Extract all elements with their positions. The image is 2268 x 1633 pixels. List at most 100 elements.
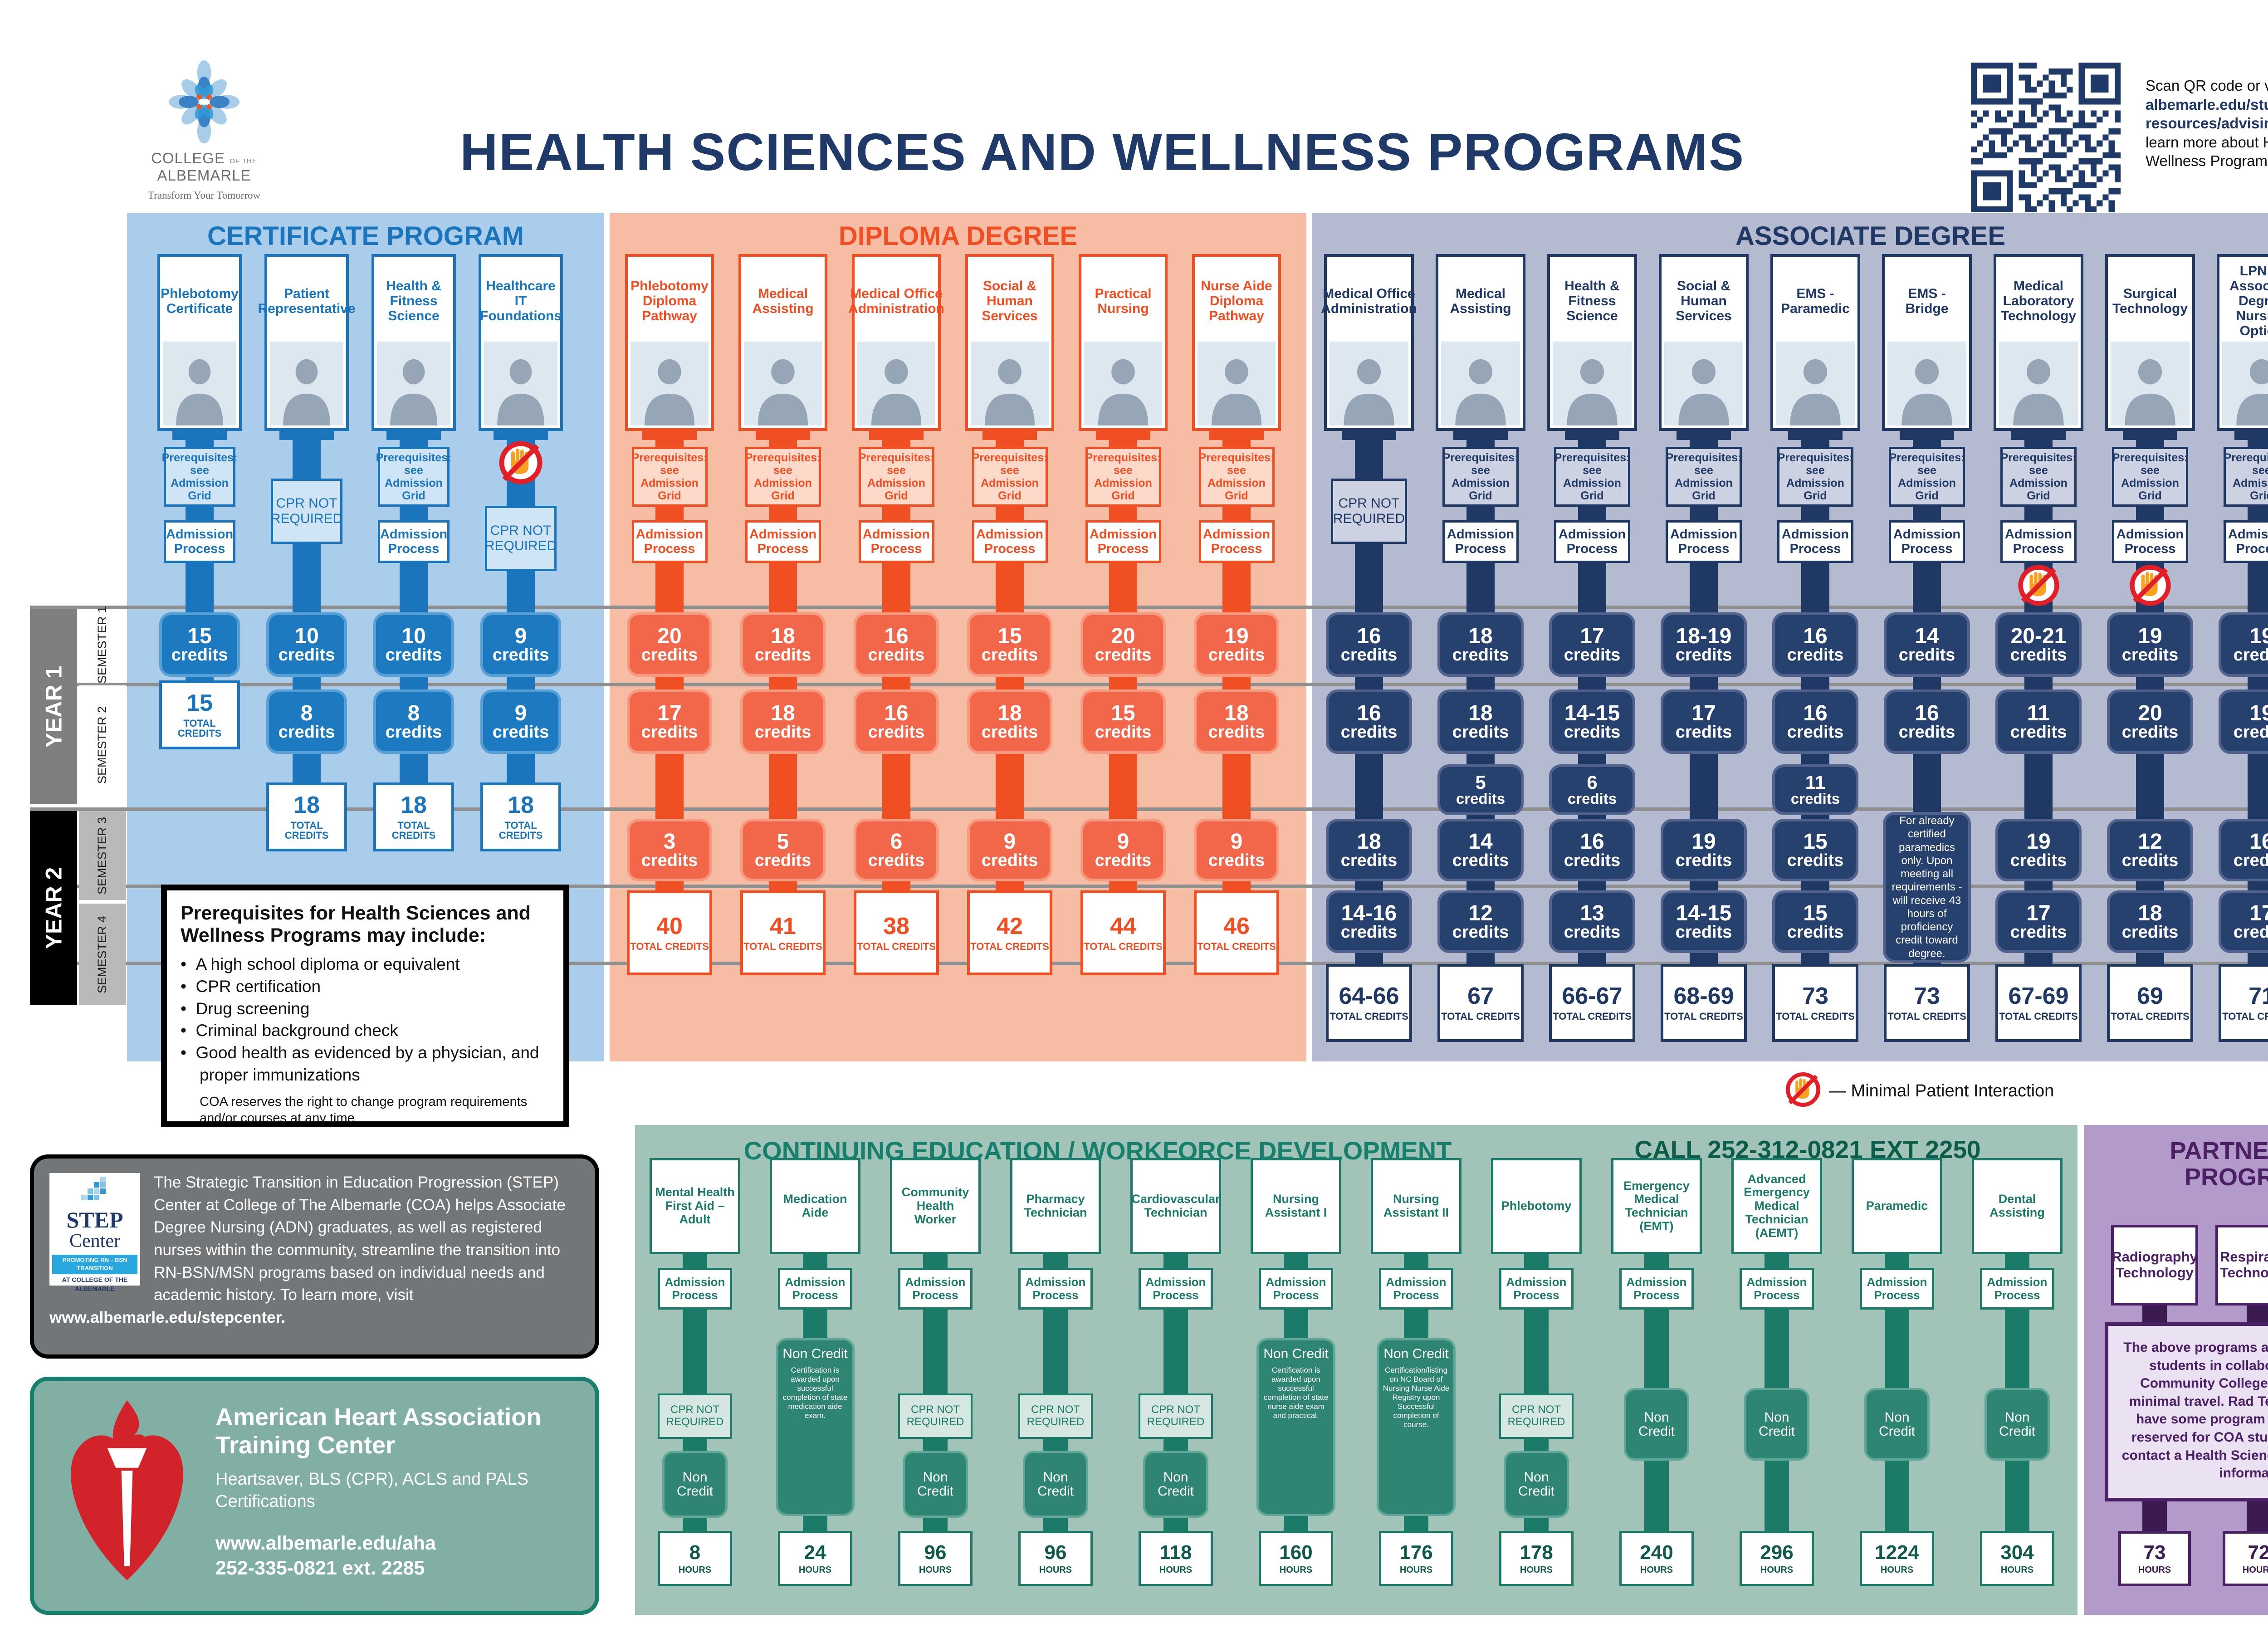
hours-box: 24 HOURS	[778, 1531, 852, 1586]
program-card: Medication Aide	[770, 1158, 860, 1254]
total-credits-box: 73 TOTAL CREDITS	[1772, 964, 1858, 1042]
program-name: LPN to Associate Degree Nursing Option	[2229, 264, 2268, 338]
program-card: Nursing Assistant I	[1251, 1158, 1341, 1254]
credit-box-semester-2: 11 credits	[1995, 689, 2082, 754]
hours-box: 296 HOURS	[1740, 1531, 1814, 1586]
prerequisites-bullet: Criminal background check	[181, 1020, 550, 1042]
cpr-not-required-box: CPR NOT REQUIRED	[658, 1393, 732, 1439]
credit-box-semester-4: 13 credits	[1549, 890, 1635, 953]
step-center-logo: STEP Center PROMOTING RN→BSN TRANSITION …	[49, 1173, 140, 1292]
prerequisites-note-footnote: COA reserves the right to change program…	[200, 1094, 528, 1126]
credit-box-semester-3: 5 credits	[740, 819, 826, 881]
non-credit-note-box: Non Credit Certification is awarded upon …	[1256, 1338, 1335, 1516]
program-card: Surgical Technology	[2105, 254, 2195, 431]
program-card: Emergency Medical Technician (EMT)	[1611, 1158, 1702, 1254]
credit-box-semester-2: 17 credits	[627, 689, 712, 754]
program-card: Practical Nursing	[1079, 254, 1168, 431]
credit-box-semester-2: 16 credits	[1884, 689, 1970, 754]
credit-box-semester-2: 20 credits	[2107, 689, 2193, 754]
credit-box-semester-2: 17 credits	[1661, 689, 1747, 754]
year-2-label: YEAR 2	[30, 811, 77, 1005]
credit-box-semester-2: 16 credits	[1772, 689, 1858, 754]
program-card: Phlebotomy Diploma Pathway	[625, 254, 714, 431]
credit-box-semester-1: 15 credits	[967, 612, 1052, 677]
credit-box-semester-2: 8 credits	[266, 689, 347, 754]
hours-box: 304 HOURS	[1980, 1531, 2054, 1586]
total-credits-box: 67-69 TOTAL CREDITS	[1995, 964, 2082, 1042]
total-credits-box: 46 TOTAL CREDITS	[1194, 890, 1279, 975]
total-credits-box: 67 TOTAL CREDITS	[1437, 964, 1524, 1042]
year-1-label: YEAR 1	[30, 609, 77, 804]
total-credits-box: 66-67 TOTAL CREDITS	[1549, 964, 1635, 1042]
program-photo	[1330, 342, 1408, 425]
grid-line	[30, 606, 2268, 609]
page-title: HEALTH SCIENCES AND WELLNESS PROGRAMS	[459, 122, 1745, 181]
non-credit-box: Non Credit	[1984, 1388, 2050, 1461]
credit-box-summer: 5 credits	[1437, 764, 1524, 815]
credit-box-summer: 11 credits	[1772, 764, 1858, 815]
non-credit-box: Non Credit	[1023, 1451, 1088, 1518]
credit-box-semester-2: 16 credits	[854, 689, 939, 754]
cpr-not-required-box: CPR NOT REQUIRED	[1018, 1393, 1093, 1439]
credit-box-semester-3: 12 credits	[2107, 819, 2193, 881]
prerequisites-bullet: A high school diploma or equivalent	[181, 953, 550, 976]
semester-3-label: SEMESTER 3	[79, 811, 126, 900]
hours-box: 178 HOURS	[1499, 1531, 1574, 1586]
program-name: EMS - Bridge	[1905, 286, 1949, 316]
program-card: Medical Assisting	[1436, 254, 1525, 431]
program-name: Healthcare IT Foundations	[480, 279, 562, 323]
program-card: Patient Representative	[258, 254, 356, 431]
step-center-link[interactable]: www.albemarle.edu/stepcenter.	[49, 1309, 286, 1327]
program-card: Medical Office Administration	[848, 254, 944, 431]
aha-heart-icon	[57, 1399, 197, 1599]
credit-box-semester-3: 18 credits	[1326, 819, 1412, 881]
program-photo	[1198, 342, 1276, 425]
program-card: Social & Human Services	[965, 254, 1054, 431]
program-name: Phlebotomy Diploma Pathway	[631, 279, 709, 323]
semester-1-label: SEMESTER 1	[79, 606, 126, 684]
certificate-title: CERTIFICATE PROGRAM	[207, 221, 524, 251]
logo-albemarle-text: ALBEMARLE	[157, 167, 251, 184]
program-card: EMS - Paramedic	[1770, 254, 1860, 431]
non-credit-note-box: Non Credit Certification is awarded upon …	[776, 1338, 855, 1516]
program-photo	[1084, 342, 1162, 425]
total-credits-box: 38 TOTAL CREDITS	[854, 890, 939, 975]
credit-box-semester-3: 9 credits	[967, 819, 1052, 881]
credit-box-semester-1: 10 credits	[373, 612, 454, 677]
aha-url[interactable]: www.albemarle.edu/aha	[215, 1532, 436, 1554]
total-credits-box: 68-69 TOTAL CREDITS	[1661, 964, 1747, 1042]
non-credit-box: Non Credit	[1864, 1388, 1930, 1461]
program-photo	[484, 342, 557, 425]
logo-tagline: Transform Your Tomorrow	[147, 190, 261, 201]
credit-box-semester-2: 15 credits	[1080, 689, 1166, 754]
program-card: LPN to Associate Degree Nursing Option	[2217, 254, 2268, 431]
qr-caption: Scan QR code or visit albemarle.edu/stud…	[2146, 76, 2268, 171]
program-card: Mental Health First Aid – Adult	[650, 1158, 740, 1254]
prerequisites-note-box: Prerequisites for Health Sciences and We…	[161, 885, 569, 1127]
hours-box: 160 HOURS	[1259, 1531, 1333, 1586]
program-name: Medical Office Administration	[848, 286, 944, 316]
hours-box: 118 HOURS	[1139, 1531, 1213, 1586]
qr-caption-link[interactable]: albemarle.edu/student-resources/advising…	[2146, 96, 2268, 132]
credit-box-semester-3: 9 credits	[1194, 819, 1279, 881]
non-credit-box: Non Credit	[1624, 1388, 1689, 1461]
